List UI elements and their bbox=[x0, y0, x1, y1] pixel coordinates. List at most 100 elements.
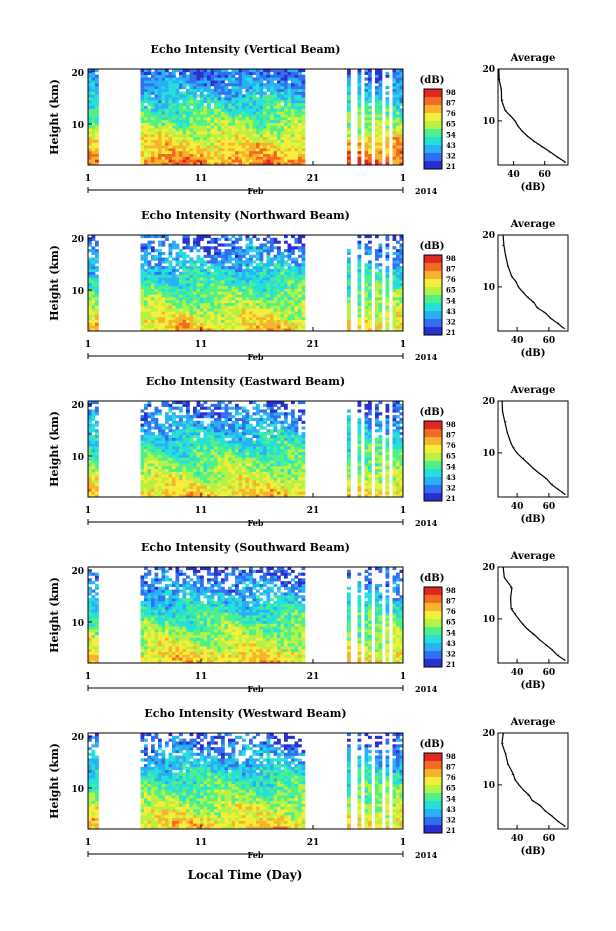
heatmap-cell bbox=[151, 288, 155, 292]
heatmap-cell bbox=[277, 251, 281, 256]
heatmap-cell bbox=[182, 136, 187, 140]
heatmap-cell bbox=[364, 125, 369, 129]
heatmap-cell bbox=[214, 125, 218, 129]
heatmap-cell bbox=[266, 322, 271, 326]
heatmap-cell bbox=[154, 91, 159, 95]
heatmap-cell bbox=[186, 139, 190, 143]
heatmap-cell bbox=[347, 88, 351, 92]
heatmap-cell bbox=[88, 237, 92, 241]
heatmap-cell bbox=[270, 305, 274, 309]
heatmap-cell bbox=[301, 94, 306, 98]
heatmap-cell bbox=[357, 328, 362, 332]
heatmap-cell bbox=[235, 280, 239, 284]
heatmap-cell bbox=[242, 494, 246, 498]
heatmap-cell bbox=[287, 128, 292, 132]
heatmap-cell bbox=[242, 471, 246, 475]
heatmap-cell bbox=[179, 111, 183, 115]
heatmap-cell bbox=[291, 97, 295, 101]
heatmap-cell bbox=[273, 88, 278, 92]
heatmap-cell bbox=[245, 482, 250, 486]
heatmap-cell bbox=[245, 285, 250, 289]
heatmap-cell bbox=[245, 451, 250, 455]
heatmap-cell bbox=[256, 277, 260, 281]
heatmap-cell bbox=[161, 105, 166, 109]
heatmap-cell bbox=[378, 153, 383, 157]
heatmap-cell bbox=[280, 274, 285, 278]
heatmap-cell bbox=[165, 83, 169, 87]
heatmap-cell bbox=[144, 417, 148, 422]
heatmap-cell bbox=[287, 288, 292, 292]
heatmap-cell bbox=[256, 274, 260, 278]
heatmap-cell bbox=[392, 237, 397, 241]
heatmap-cell bbox=[291, 153, 295, 157]
heatmap-cell bbox=[277, 271, 281, 275]
heatmap-cell bbox=[158, 277, 162, 281]
heatmap-cell bbox=[158, 280, 162, 284]
heatmap-cell bbox=[242, 80, 246, 84]
heatmap-cell bbox=[357, 122, 362, 126]
heatmap-cell bbox=[203, 74, 208, 78]
heatmap-cell bbox=[140, 71, 145, 75]
heatmap-cell bbox=[91, 457, 96, 461]
heatmap-cell bbox=[277, 328, 281, 332]
heatmap-cell bbox=[168, 128, 173, 132]
heatmap-cell bbox=[158, 83, 162, 87]
heatmap-cell bbox=[364, 136, 369, 140]
heatmap-cell bbox=[242, 142, 246, 146]
heatmap-cell bbox=[252, 297, 257, 301]
heatmap-cell bbox=[252, 454, 257, 458]
heatmap-cell bbox=[396, 257, 400, 261]
heatmap-cell bbox=[294, 80, 299, 84]
heatmap-cell bbox=[294, 240, 299, 244]
heatmap-cell bbox=[189, 119, 194, 123]
heatmap-cell bbox=[186, 325, 190, 329]
heatmap-cell bbox=[249, 102, 253, 106]
heatmap-cell bbox=[186, 488, 190, 492]
heatmap-cell bbox=[385, 305, 390, 309]
heatmap-cell bbox=[235, 148, 239, 152]
heatmap-cell bbox=[368, 88, 372, 92]
heatmap-cell bbox=[203, 77, 208, 81]
heatmap-cell bbox=[151, 420, 155, 424]
heatmap-cell bbox=[396, 117, 400, 121]
heatmap-cell bbox=[144, 302, 148, 306]
heatmap-cell bbox=[252, 136, 257, 140]
heatmap-cell bbox=[210, 142, 215, 146]
heatmap-cell bbox=[252, 432, 257, 436]
heatmap-cell bbox=[228, 251, 232, 256]
heatmap-cell bbox=[392, 108, 397, 112]
heatmap-cell bbox=[189, 468, 194, 472]
heatmap-cell bbox=[357, 311, 362, 315]
heatmap-cell bbox=[217, 237, 222, 241]
heatmap-cell bbox=[364, 251, 369, 256]
heatmap-cell bbox=[364, 142, 369, 146]
heatmap-cell bbox=[158, 283, 162, 287]
heatmap-cell bbox=[214, 142, 218, 146]
heatmap-cell bbox=[207, 117, 211, 121]
average-profile-point bbox=[514, 120, 516, 122]
heatmap-cell bbox=[140, 150, 145, 154]
heatmap-cell bbox=[207, 280, 211, 284]
heatmap-cell bbox=[144, 125, 148, 129]
heatmap-cell bbox=[231, 302, 236, 306]
heatmap-cell bbox=[287, 148, 292, 152]
heatmap-cell bbox=[294, 280, 299, 284]
heatmap-cell bbox=[158, 85, 162, 90]
heatmap-cell bbox=[196, 274, 201, 278]
heatmap-cell bbox=[277, 302, 281, 306]
heatmap-cell bbox=[147, 299, 152, 304]
heatmap-cell bbox=[186, 415, 190, 419]
heatmap-cell bbox=[298, 299, 302, 304]
heatmap-cell bbox=[368, 153, 372, 157]
heatmap-cell bbox=[158, 451, 162, 455]
heatmap-cell bbox=[242, 131, 246, 135]
heatmap-cell bbox=[375, 97, 379, 101]
heatmap-cell bbox=[154, 108, 159, 112]
heatmap-cell bbox=[357, 80, 362, 84]
heatmap-cell bbox=[175, 406, 180, 410]
heatmap-cell bbox=[375, 128, 379, 132]
heatmap-cell bbox=[95, 299, 99, 304]
heatmap-cell bbox=[242, 122, 246, 126]
heatmap-cell bbox=[207, 136, 211, 140]
heatmap-cell bbox=[151, 283, 155, 287]
